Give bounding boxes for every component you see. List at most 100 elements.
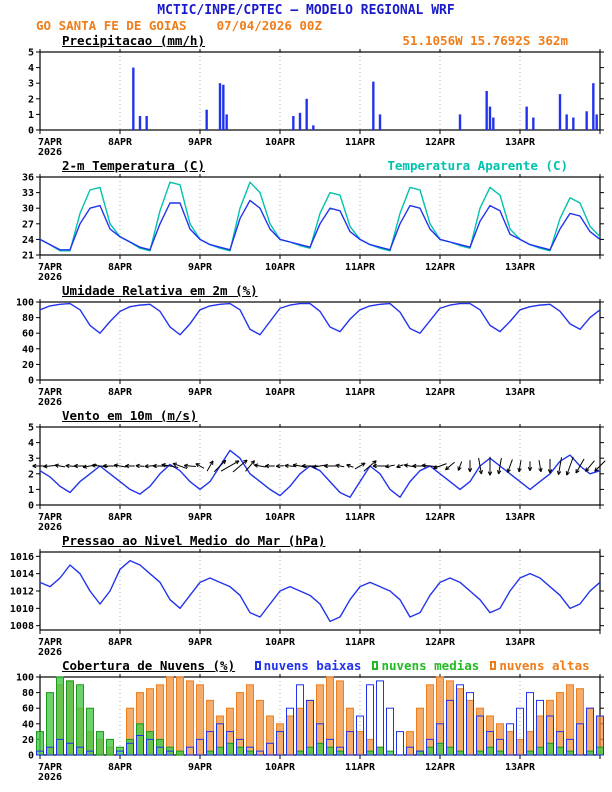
svg-text:9APR: 9APR	[188, 137, 213, 148]
svg-text:11APR: 11APR	[345, 137, 376, 148]
svg-text:9APR: 9APR	[188, 637, 213, 648]
svg-text:11APR: 11APR	[345, 512, 376, 523]
svg-text:1012: 1012	[10, 587, 34, 598]
svg-text:2026: 2026	[38, 522, 62, 533]
svg-text:30: 30	[22, 204, 34, 215]
svg-text:0: 0	[28, 126, 34, 137]
temperature-title: 2-m Temperatura (C)	[62, 158, 205, 173]
svg-text:2026: 2026	[38, 647, 62, 658]
svg-text:60: 60	[22, 329, 34, 340]
svg-text:7APR: 7APR	[38, 137, 63, 148]
panel-precipitation: Precipitacao (mm/h) 51.1056W 15.7692S 36…	[0, 33, 612, 158]
svg-text:8APR: 8APR	[108, 512, 133, 523]
svg-text:5: 5	[28, 48, 34, 59]
svg-text:10APR: 10APR	[265, 262, 296, 273]
svg-text:9APR: 9APR	[188, 762, 213, 773]
svg-text:13APR: 13APR	[505, 387, 536, 398]
svg-text:12APR: 12APR	[425, 262, 456, 273]
svg-text:12APR: 12APR	[425, 637, 456, 648]
svg-text:60: 60	[22, 704, 34, 715]
svg-text:80: 80	[22, 313, 34, 324]
svg-text:4: 4	[28, 63, 34, 74]
svg-text:9APR: 9APR	[188, 387, 213, 398]
svg-text:100: 100	[16, 298, 34, 309]
svg-text:40: 40	[22, 344, 34, 355]
svg-text:21: 21	[22, 251, 34, 262]
svg-text:8APR: 8APR	[108, 387, 133, 398]
humidity-title: Umidade Relativa em 2m (%)	[62, 283, 258, 298]
svg-text:36: 36	[22, 173, 34, 184]
svg-text:40: 40	[22, 719, 34, 730]
svg-text:13APR: 13APR	[505, 262, 536, 273]
svg-text:8APR: 8APR	[108, 762, 133, 773]
svg-text:7APR: 7APR	[38, 387, 63, 398]
svg-text:2026: 2026	[38, 272, 62, 283]
svg-text:9APR: 9APR	[188, 262, 213, 273]
svg-text:3: 3	[28, 79, 34, 90]
svg-text:20: 20	[22, 735, 34, 746]
svg-text:4: 4	[28, 438, 34, 449]
svg-text:10APR: 10APR	[265, 137, 296, 148]
svg-text:10APR: 10APR	[265, 387, 296, 398]
svg-text:1010: 1010	[10, 604, 34, 615]
clouds-legend: nuvens baixas nuvens medias nuvens altas	[254, 658, 590, 673]
svg-text:9APR: 9APR	[188, 512, 213, 523]
svg-text:13APR: 13APR	[505, 512, 536, 523]
legend-label: nuvens altas	[499, 658, 590, 673]
svg-text:11APR: 11APR	[345, 762, 376, 773]
svg-text:1: 1	[28, 485, 34, 496]
svg-text:24: 24	[22, 235, 34, 246]
panel-pressure: Pressao ao Nivel Medio do Mar (hPa) 1008…	[0, 533, 612, 658]
svg-text:2026: 2026	[38, 397, 62, 408]
station-coordinates-label: 51.1056W 15.7692S 362m	[402, 33, 568, 48]
panel-humidity: Umidade Relativa em 2m (%) 0 20 40 60 80 100 7…	[0, 283, 612, 408]
svg-text:7APR: 7APR	[38, 637, 63, 648]
svg-text:0: 0	[28, 501, 34, 512]
svg-text:11APR: 11APR	[345, 262, 376, 273]
high-clouds-swatch-icon	[490, 661, 497, 670]
legend-label: nuvens baixas	[263, 658, 362, 673]
legend-item-low-clouds: nuvens baixas	[254, 658, 362, 673]
panel-temperature: 2-m Temperatura (C) Temperatura Aparente…	[0, 158, 612, 283]
svg-text:1014: 1014	[10, 569, 34, 580]
svg-text:8APR: 8APR	[108, 637, 133, 648]
svg-text:20: 20	[22, 360, 34, 371]
precipitation-title: Precipitacao (mm/h)	[62, 33, 205, 48]
svg-text:10APR: 10APR	[265, 762, 296, 773]
panel-clouds: Cobertura de Nuvens (%) nuvens baixas nu…	[0, 658, 612, 783]
svg-text:11APR: 11APR	[345, 387, 376, 398]
svg-text:1016: 1016	[10, 552, 34, 563]
svg-text:7APR: 7APR	[38, 262, 63, 273]
svg-text:0: 0	[28, 751, 34, 762]
svg-text:2026: 2026	[38, 147, 62, 158]
svg-text:12APR: 12APR	[425, 512, 456, 523]
svg-text:8APR: 8APR	[108, 137, 133, 148]
mid-clouds-swatch-icon	[372, 661, 379, 670]
svg-text:2026: 2026	[38, 772, 62, 783]
svg-text:3: 3	[28, 454, 34, 465]
wind-title: Vento em 10m (m/s)	[62, 408, 198, 423]
panel-wind: Vento em 10m (m/s) 0 1 2 3 4 5 7APR 2026 8APR 9AP…	[0, 408, 612, 533]
svg-text:5: 5	[28, 423, 34, 434]
svg-text:13APR: 13APR	[505, 637, 536, 648]
legend-label: nuvens medias	[381, 658, 480, 673]
clouds-title: Cobertura de Nuvens (%)	[62, 658, 236, 673]
svg-text:10APR: 10APR	[265, 637, 296, 648]
svg-text:1008: 1008	[10, 621, 34, 632]
pressure-title: Pressao ao Nivel Medio do Mar (hPa)	[62, 533, 326, 548]
apparent-temperature-label: Temperatura Aparente (C)	[387, 158, 568, 173]
legend-item-high-clouds: nuvens altas	[490, 658, 590, 673]
svg-text:7APR: 7APR	[38, 762, 63, 773]
svg-text:12APR: 12APR	[425, 387, 456, 398]
station-subtitle: GO SANTA FE DE GOIAS 07/04/2026 00Z	[36, 18, 322, 33]
svg-text:2: 2	[28, 469, 34, 480]
svg-text:33: 33	[22, 188, 34, 199]
svg-text:27: 27	[22, 219, 34, 230]
page-title: MCTIC/INPE/CPTEC — MODELO REGIONAL WRF	[157, 3, 455, 18]
